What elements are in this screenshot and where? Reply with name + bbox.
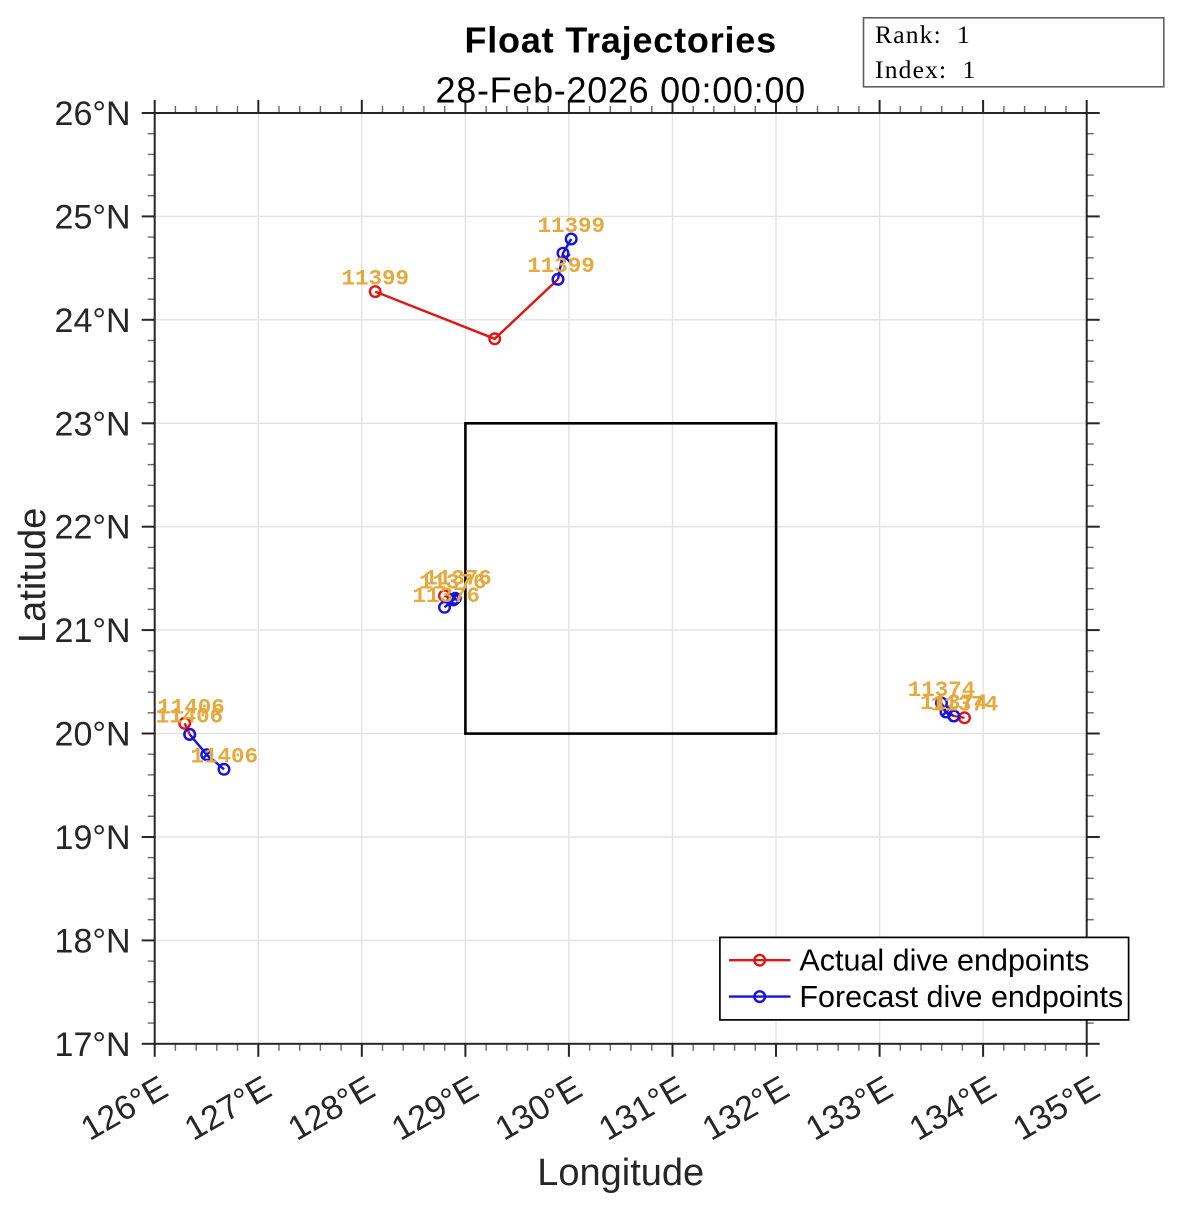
svg-text:11376: 11376 xyxy=(419,570,487,596)
svg-text:11406: 11406 xyxy=(156,704,224,730)
svg-text:22°N: 22°N xyxy=(55,509,131,547)
svg-text:11376: 11376 xyxy=(424,566,492,592)
svg-text:Forecast dive endpoints: Forecast dive endpoints xyxy=(799,980,1123,1014)
svg-text:23°N: 23°N xyxy=(55,405,131,443)
svg-text:19°N: 19°N xyxy=(55,819,131,857)
svg-text:21°N: 21°N xyxy=(55,612,131,650)
svg-text:24°N: 24°N xyxy=(55,302,131,340)
svg-text:127°E: 127°E xyxy=(178,1069,278,1148)
svg-text:132°E: 132°E xyxy=(696,1069,796,1148)
svg-text:Latitude: Latitude xyxy=(12,508,54,643)
svg-text:126°E: 126°E xyxy=(75,1069,175,1148)
svg-text:11399: 11399 xyxy=(527,253,595,279)
svg-text:11376: 11376 xyxy=(413,583,481,609)
svg-text:135°E: 135°E xyxy=(1007,1069,1107,1148)
svg-text:26°N: 26°N xyxy=(55,95,131,133)
svg-text:128°E: 128°E xyxy=(282,1069,382,1148)
svg-text:Actual dive endpoints: Actual dive endpoints xyxy=(799,943,1089,977)
svg-text:Longitude: Longitude xyxy=(537,1152,704,1194)
svg-text:17°N: 17°N xyxy=(55,1026,131,1064)
svg-text:18°N: 18°N xyxy=(55,922,131,960)
svg-text:129°E: 129°E xyxy=(385,1069,485,1148)
svg-text:11399: 11399 xyxy=(341,265,409,291)
svg-text:25°N: 25°N xyxy=(55,198,131,236)
svg-text:134°E: 134°E xyxy=(903,1069,1003,1148)
svg-text:11374: 11374 xyxy=(920,690,988,716)
svg-text:130°E: 130°E xyxy=(489,1069,589,1148)
svg-text:Index: 1: Index: 1 xyxy=(875,55,976,84)
svg-text:11406: 11406 xyxy=(190,743,258,769)
svg-text:20°N: 20°N xyxy=(55,716,131,754)
svg-text:133°E: 133°E xyxy=(800,1069,900,1148)
svg-text:28-Feb-2026 00:00:00: 28-Feb-2026 00:00:00 xyxy=(436,70,806,111)
svg-text:11406: 11406 xyxy=(157,695,225,721)
svg-text:11399: 11399 xyxy=(537,213,605,239)
svg-text:11374: 11374 xyxy=(908,677,976,703)
svg-text:Rank: 1: Rank: 1 xyxy=(875,20,971,49)
svg-text:131°E: 131°E xyxy=(592,1069,692,1148)
svg-text:11374: 11374 xyxy=(931,692,999,718)
svg-text:Float Trajectories: Float Trajectories xyxy=(464,19,777,60)
